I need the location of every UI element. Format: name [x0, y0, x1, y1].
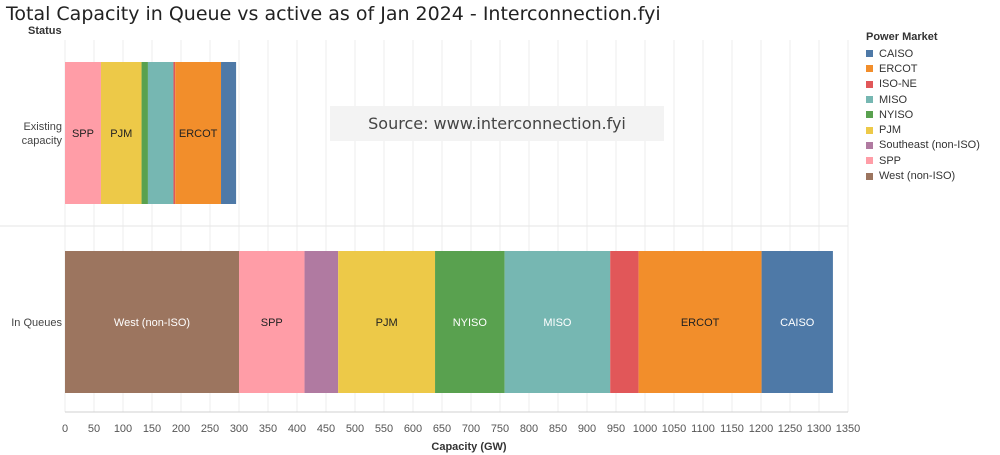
legend-label: SPP	[879, 154, 902, 167]
x-tick-label: 800	[520, 423, 538, 435]
x-tick-label: 500	[346, 423, 364, 435]
x-tick-label: 850	[549, 423, 567, 435]
legend-item-pjm[interactable]: PJM	[866, 122, 980, 137]
bar-nyiso-existing	[141, 62, 148, 204]
x-tick-label: 200	[172, 423, 190, 435]
x-axis-title: Capacity (GW)	[431, 441, 507, 453]
legend-swatch	[866, 96, 873, 104]
legend-label: ERCOT	[879, 62, 918, 75]
source-annotation: Source: www.interconnection.fyi	[330, 106, 664, 141]
legend-label: Southeast (non-ISO)	[879, 139, 980, 152]
bar-southeast-non-iso-in-queues	[304, 251, 339, 393]
legend: Power Market CAISO ERCOT ISO-NE MISO NYI…	[866, 31, 980, 184]
legend-label: MISO	[879, 93, 908, 106]
x-tick-label: 550	[375, 423, 393, 435]
y-axis-title: Status	[28, 25, 62, 37]
bar-miso-in-queues	[504, 251, 611, 393]
legend-label: PJM	[879, 124, 901, 137]
x-tick-label: 1250	[778, 423, 802, 435]
legend-swatch	[866, 80, 873, 88]
legend-swatch	[866, 65, 873, 73]
bar-iso-ne-in-queues	[610, 251, 639, 393]
bar-iso-ne-existing	[173, 62, 176, 204]
x-tick-label: 1050	[662, 423, 686, 435]
x-tick-label: 650	[433, 423, 451, 435]
x-tick-label: 50	[88, 423, 100, 435]
x-tick-label: 700	[462, 423, 480, 435]
legend-item-caiso[interactable]: CAISO	[866, 46, 980, 61]
category-label: In Queues	[11, 317, 62, 329]
legend-label: ISO-NE	[879, 78, 917, 91]
legend-swatch	[866, 111, 873, 119]
x-tick-label: 100	[114, 423, 132, 435]
bar-nyiso-in-queues	[435, 251, 505, 393]
x-tick-label: 400	[288, 423, 306, 435]
legend-label: CAISO	[879, 47, 914, 60]
legend-item-miso[interactable]: MISO	[866, 92, 980, 107]
x-tick-label: 1000	[633, 423, 657, 435]
bar-label: SPP	[261, 317, 283, 329]
bar-ercot-in-queues	[638, 251, 762, 393]
x-tick-label: 1100	[691, 423, 715, 435]
bar-caiso-existing	[221, 62, 237, 204]
x-tick-label: 250	[201, 423, 219, 435]
bar-spp-existing	[65, 62, 101, 204]
category-label: Existing	[23, 121, 62, 133]
x-tick-label: 1300	[807, 423, 831, 435]
x-tick-label: 0	[62, 423, 68, 435]
bar-label: MISO	[543, 317, 572, 329]
category-label: capacity	[22, 135, 63, 147]
legend-swatch	[866, 50, 873, 58]
x-tick-label: 450	[317, 423, 335, 435]
x-tick-label: 600	[404, 423, 422, 435]
bar-label: PJM	[376, 317, 398, 329]
bar-label: ERCOT	[681, 317, 720, 329]
legend-item-nyiso[interactable]: NYISO	[866, 107, 980, 122]
bar-label: West (non-ISO)	[114, 317, 190, 329]
bar-west-non-iso-in-queues	[65, 251, 239, 393]
legend-title: Power Market	[866, 31, 938, 43]
x-tick-label: 300	[230, 423, 248, 435]
legend-item-spp[interactable]: SPP	[866, 153, 980, 168]
legend-label: NYISO	[879, 108, 914, 121]
bar-label: ERCOT	[179, 128, 218, 140]
stacked-bar-chart: 0 50 100 150 200 250 300 350 400 450 500 550 600 650 7…	[0, 40, 860, 453]
bar-spp-in-queues	[239, 251, 305, 393]
x-tick-label: 950	[607, 423, 625, 435]
legend-swatch	[866, 126, 873, 134]
bar-label: PJM	[110, 128, 132, 140]
bar-ercot-existing	[175, 62, 222, 204]
x-tick-label: 900	[578, 423, 596, 435]
bar-pjm-existing	[100, 62, 142, 204]
chart-title: Total Capacity in Queue vs active as of …	[6, 3, 661, 25]
bar-pjm-in-queues	[338, 251, 436, 393]
x-tick-label: 150	[143, 423, 161, 435]
legend-item-southeast[interactable]: Southeast (non-ISO)	[866, 138, 980, 153]
legend-swatch	[866, 141, 873, 149]
x-tick-label: 1200	[749, 423, 773, 435]
legend-item-ercot[interactable]: ERCOT	[866, 61, 980, 76]
bar-label: CAISO	[780, 317, 815, 329]
legend-item-west[interactable]: West (non-ISO)	[866, 168, 980, 183]
legend-label: West (non-ISO)	[879, 170, 956, 183]
bar-label: SPP	[72, 128, 94, 140]
legend-swatch	[866, 157, 873, 165]
bar-caiso-in-queues	[761, 251, 833, 393]
bar-label: NYISO	[453, 317, 488, 329]
bar-miso-existing	[147, 62, 174, 204]
x-tick-label: 1350	[836, 423, 860, 435]
x-tick-label: 1150	[720, 423, 744, 435]
x-tick-label: 750	[491, 423, 509, 435]
x-tick-label: 350	[259, 423, 277, 435]
legend-item-iso-ne[interactable]: ISO-NE	[866, 77, 980, 92]
legend-swatch	[866, 172, 873, 180]
